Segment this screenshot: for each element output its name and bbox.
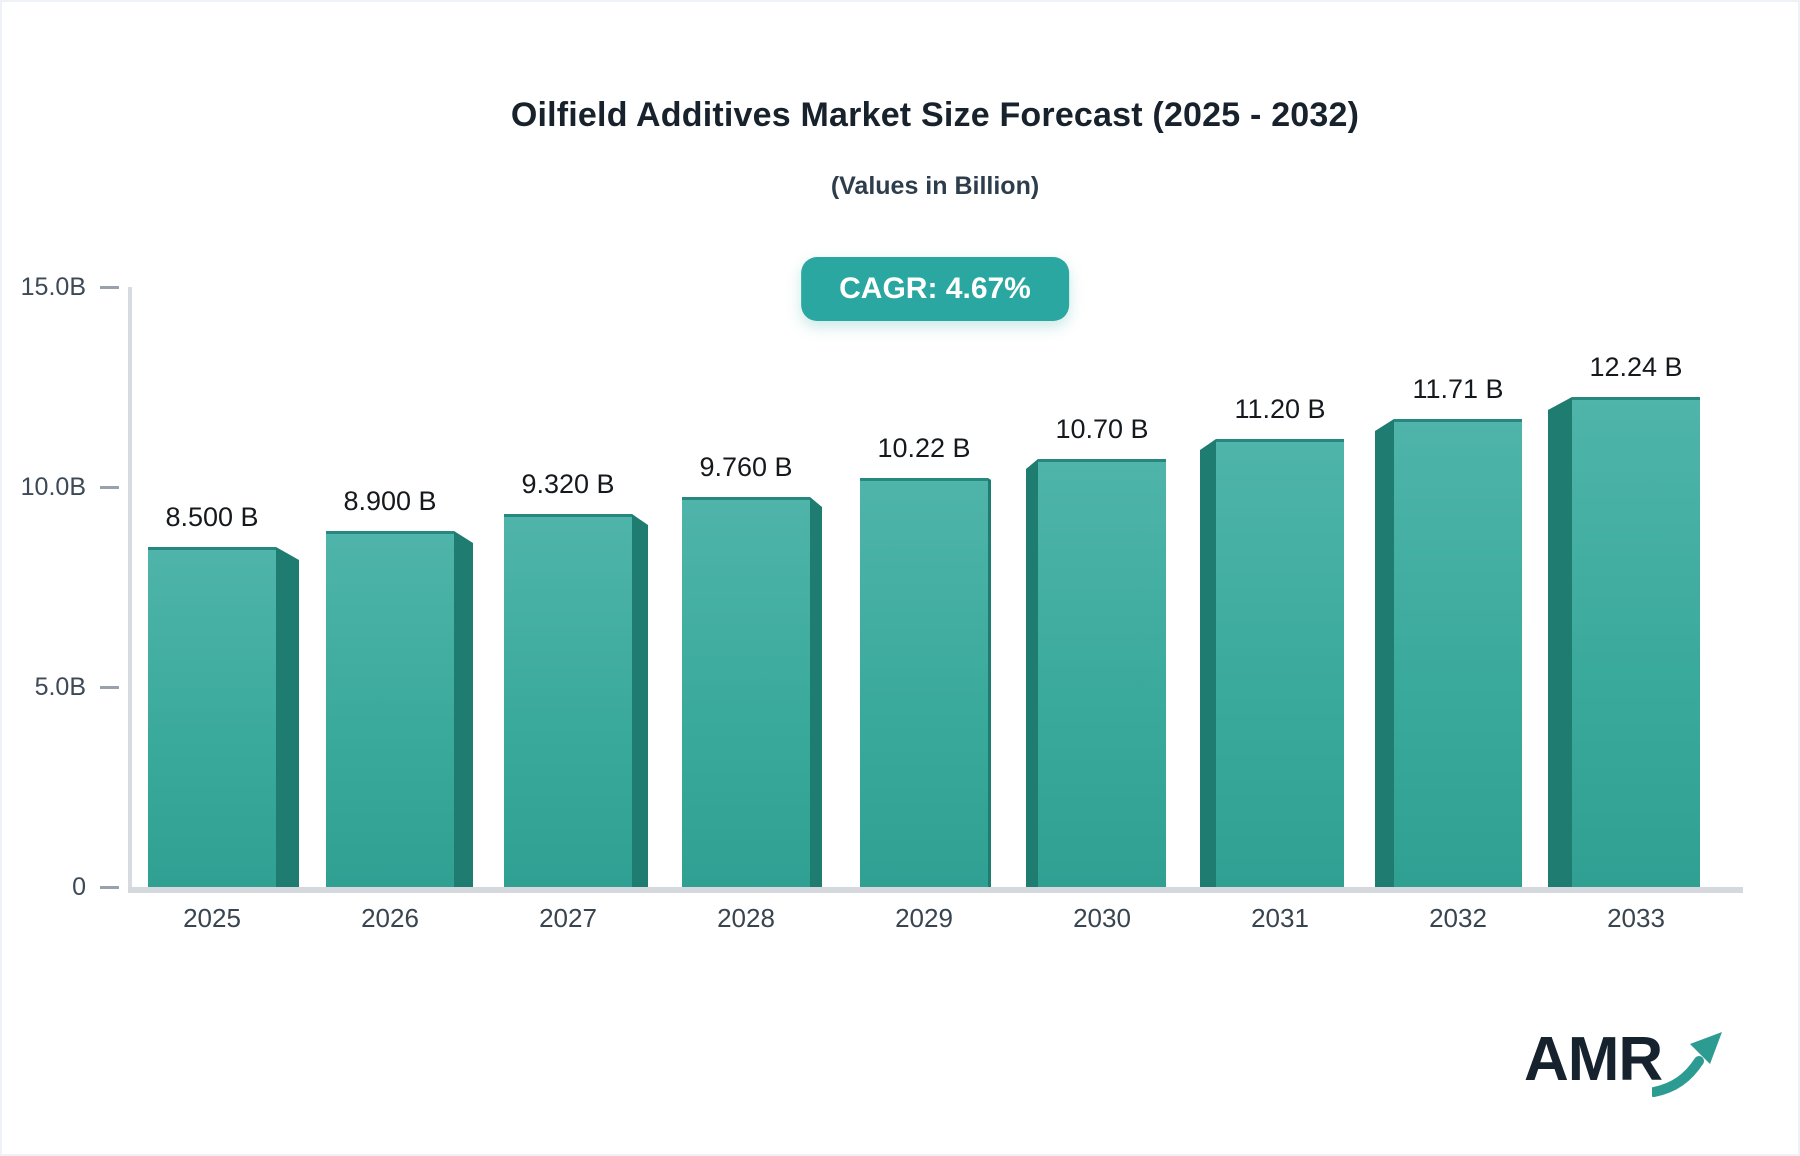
bar bbox=[682, 497, 810, 887]
x-axis-label: 2033 bbox=[1607, 903, 1665, 933]
bar-value-label: 8.900 B bbox=[343, 486, 437, 516]
y-axis-tick-label: 15.0B bbox=[20, 273, 86, 301]
y-axis-tick-label: 5.0B bbox=[34, 673, 86, 701]
bar-3d-side bbox=[988, 478, 991, 887]
y-axis-tick-dash bbox=[100, 886, 119, 889]
bar-value-label: 8.500 B bbox=[165, 502, 259, 532]
y-axis-tick-dash bbox=[100, 486, 119, 489]
y-axis-line bbox=[128, 287, 132, 893]
x-axis-label: 2026 bbox=[361, 903, 419, 933]
chart-subtitle: (Values in Billion) bbox=[830, 172, 1040, 200]
bar-value-label: 12.24 B bbox=[1589, 352, 1683, 382]
x-axis-line bbox=[128, 887, 1743, 893]
x-axis-label: 2030 bbox=[1073, 903, 1131, 933]
bar-3d-side bbox=[454, 531, 473, 887]
bar-value-label: 10.22 B bbox=[877, 433, 971, 463]
bar-value-label: 10.70 B bbox=[1055, 414, 1149, 444]
bar-3d-side bbox=[1200, 439, 1216, 887]
y-axis-tick-label: 10.0B bbox=[20, 473, 86, 501]
bar-3d-side bbox=[1548, 397, 1572, 887]
bar-3d-side bbox=[632, 514, 648, 887]
bar bbox=[1038, 459, 1166, 887]
bar bbox=[1216, 439, 1344, 887]
x-axis-label: 2029 bbox=[895, 903, 953, 933]
x-axis-label: 2027 bbox=[539, 903, 597, 933]
bar bbox=[326, 531, 454, 887]
bar-3d-side bbox=[1026, 459, 1038, 887]
bar-value-label: 9.760 B bbox=[699, 452, 793, 482]
bar-value-label: 9.320 B bbox=[521, 469, 615, 499]
y-axis-tick-dash bbox=[100, 286, 119, 289]
x-axis-label: 2025 bbox=[183, 903, 241, 933]
x-axis-label: 2032 bbox=[1429, 903, 1487, 933]
y-axis-tick-dash bbox=[100, 686, 119, 689]
bar bbox=[1394, 419, 1522, 887]
bar-3d-side bbox=[1375, 419, 1394, 887]
y-axis-tick-label: 0 bbox=[72, 873, 86, 901]
logo-text: AMR bbox=[1524, 1025, 1663, 1094]
bar-value-label: 11.71 B bbox=[1412, 374, 1504, 404]
cagr-badge: CAGR: 4.67% bbox=[801, 257, 1069, 321]
bar bbox=[860, 478, 988, 887]
bar-3d-side bbox=[810, 497, 822, 887]
x-axis-label: 2031 bbox=[1251, 903, 1309, 933]
bar-3d-side bbox=[276, 547, 299, 887]
growth-arrow-icon bbox=[1652, 1032, 1722, 1097]
bar bbox=[148, 547, 276, 887]
x-axis-label: 2028 bbox=[717, 903, 775, 933]
bar bbox=[504, 514, 632, 887]
bar-value-label: 11.20 B bbox=[1234, 394, 1326, 424]
chart-title: Oilfield Additives Market Size Forecast … bbox=[510, 96, 1360, 134]
logo: AMR bbox=[1524, 1028, 1724, 1108]
bar bbox=[1572, 397, 1700, 887]
